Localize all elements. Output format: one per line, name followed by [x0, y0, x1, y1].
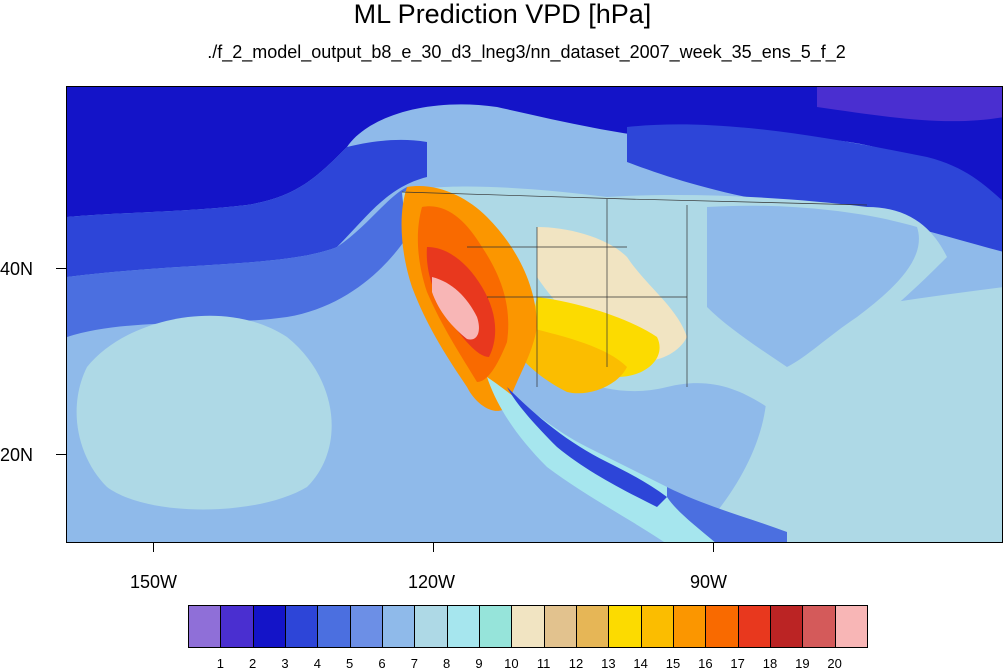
colorbar-label: 10 [504, 656, 519, 671]
colorbar-swatch [285, 605, 319, 648]
colorbar-label: 13 [601, 656, 616, 671]
colorbar-swatch [220, 605, 254, 648]
map-title: ML Prediction VPD [hPa] [353, 0, 652, 29]
y-tick-40n [56, 268, 66, 269]
colorbar-label: 4 [313, 656, 321, 671]
colorbar-label: 18 [762, 656, 778, 671]
colorbar-swatch [608, 605, 642, 648]
colorbar-label: 17 [730, 656, 745, 671]
colorbar-swatch [737, 605, 771, 648]
colorbar-label: 9 [475, 656, 483, 671]
map-subtitle: ./f_2_model_output_b8_e_30_d3_lneg3/nn_d… [207, 42, 846, 62]
colorbar-label: 7 [410, 656, 418, 671]
colorbar-label: 2 [249, 656, 257, 671]
colorbar-swatch [252, 605, 286, 648]
x-tick-150w [153, 543, 154, 552]
mexico-coast-dark [507, 387, 667, 507]
colorbar-swatch [414, 605, 448, 648]
colorbar-label: 8 [443, 656, 451, 671]
colorbar-swatch [188, 605, 222, 648]
colorbar-label: 5 [346, 656, 354, 671]
colorbar-swatch [576, 605, 610, 648]
colorbar-swatch [317, 605, 351, 648]
x-tick-label-150w: 150W [130, 572, 178, 592]
north-dark-band [67, 87, 1002, 217]
colorbar-label: 14 [633, 656, 648, 671]
colorbar-swatch [834, 605, 868, 648]
colorbar-label: 1 [216, 656, 224, 671]
colorbar-label: 20 [827, 656, 842, 671]
y-tick-20n [56, 454, 66, 455]
pacific-light-patch [76, 315, 332, 510]
us-border-lines [401, 191, 868, 387]
texas-orange [517, 327, 627, 394]
north-band-2 [67, 187, 407, 337]
colorbar-swatch [349, 605, 383, 648]
x-tick-label-90w: 90W [690, 572, 728, 592]
colorbar-swatch [479, 605, 513, 648]
colorbar-swatch [446, 605, 480, 648]
plains-tan [537, 227, 687, 361]
colorbar-swatch [705, 605, 739, 648]
colorbar-label: 6 [378, 656, 386, 671]
colorbar-label: 3 [281, 656, 289, 671]
colorbar-swatch [673, 605, 707, 648]
x-tick-label-120w: 120W [408, 572, 456, 592]
y-tick-label-20n: 20N [0, 445, 34, 465]
x-tick-90w [713, 543, 714, 552]
north-mid-band [67, 139, 427, 277]
colorbar-swatch [640, 605, 674, 648]
colorbar-swatch [382, 605, 416, 648]
colorbar-swatch [511, 605, 545, 648]
colorbar-swatch [802, 605, 836, 648]
colorbar-label: 12 [568, 656, 584, 671]
colorbar-label: 19 [795, 656, 810, 671]
colorbar [188, 605, 868, 648]
colorbar-swatch [543, 605, 577, 648]
east-land-mid [707, 205, 919, 367]
west-hot-core [432, 277, 479, 340]
x-tick-120w [433, 543, 434, 552]
central-america-dark [667, 487, 787, 542]
top-right-purple [817, 87, 1002, 122]
colorbar-label: 11 [536, 656, 551, 671]
colorbar-label: 16 [698, 656, 713, 671]
vpd-map [66, 86, 1003, 543]
colorbar-swatch [770, 605, 804, 648]
y-tick-label-40n: 40N [0, 259, 34, 279]
colorbar-label: 15 [665, 656, 681, 671]
